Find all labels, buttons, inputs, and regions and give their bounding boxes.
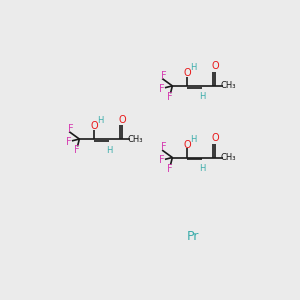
Text: O: O	[211, 133, 219, 143]
Text: F: F	[167, 164, 173, 174]
Text: O: O	[118, 115, 126, 124]
Text: H: H	[199, 164, 205, 173]
Text: F: F	[159, 155, 165, 165]
Text: O: O	[211, 61, 219, 71]
Text: CH₃: CH₃	[128, 134, 143, 143]
Text: F: F	[161, 71, 167, 81]
Text: H: H	[190, 63, 196, 72]
Text: F: F	[66, 137, 72, 147]
Text: CH₃: CH₃	[221, 153, 236, 162]
Text: H: H	[97, 116, 103, 125]
Text: CH₃: CH₃	[221, 81, 236, 90]
Text: H: H	[199, 92, 205, 101]
Text: F: F	[167, 92, 173, 102]
Text: O: O	[183, 140, 191, 150]
Text: H: H	[106, 146, 112, 154]
Text: F: F	[68, 124, 74, 134]
Text: F: F	[159, 84, 165, 94]
Text: F: F	[161, 142, 167, 152]
Text: H: H	[190, 134, 196, 143]
Text: O: O	[90, 121, 98, 131]
Text: O: O	[183, 68, 191, 78]
Text: Pr: Pr	[187, 230, 200, 244]
Text: F: F	[74, 145, 80, 155]
